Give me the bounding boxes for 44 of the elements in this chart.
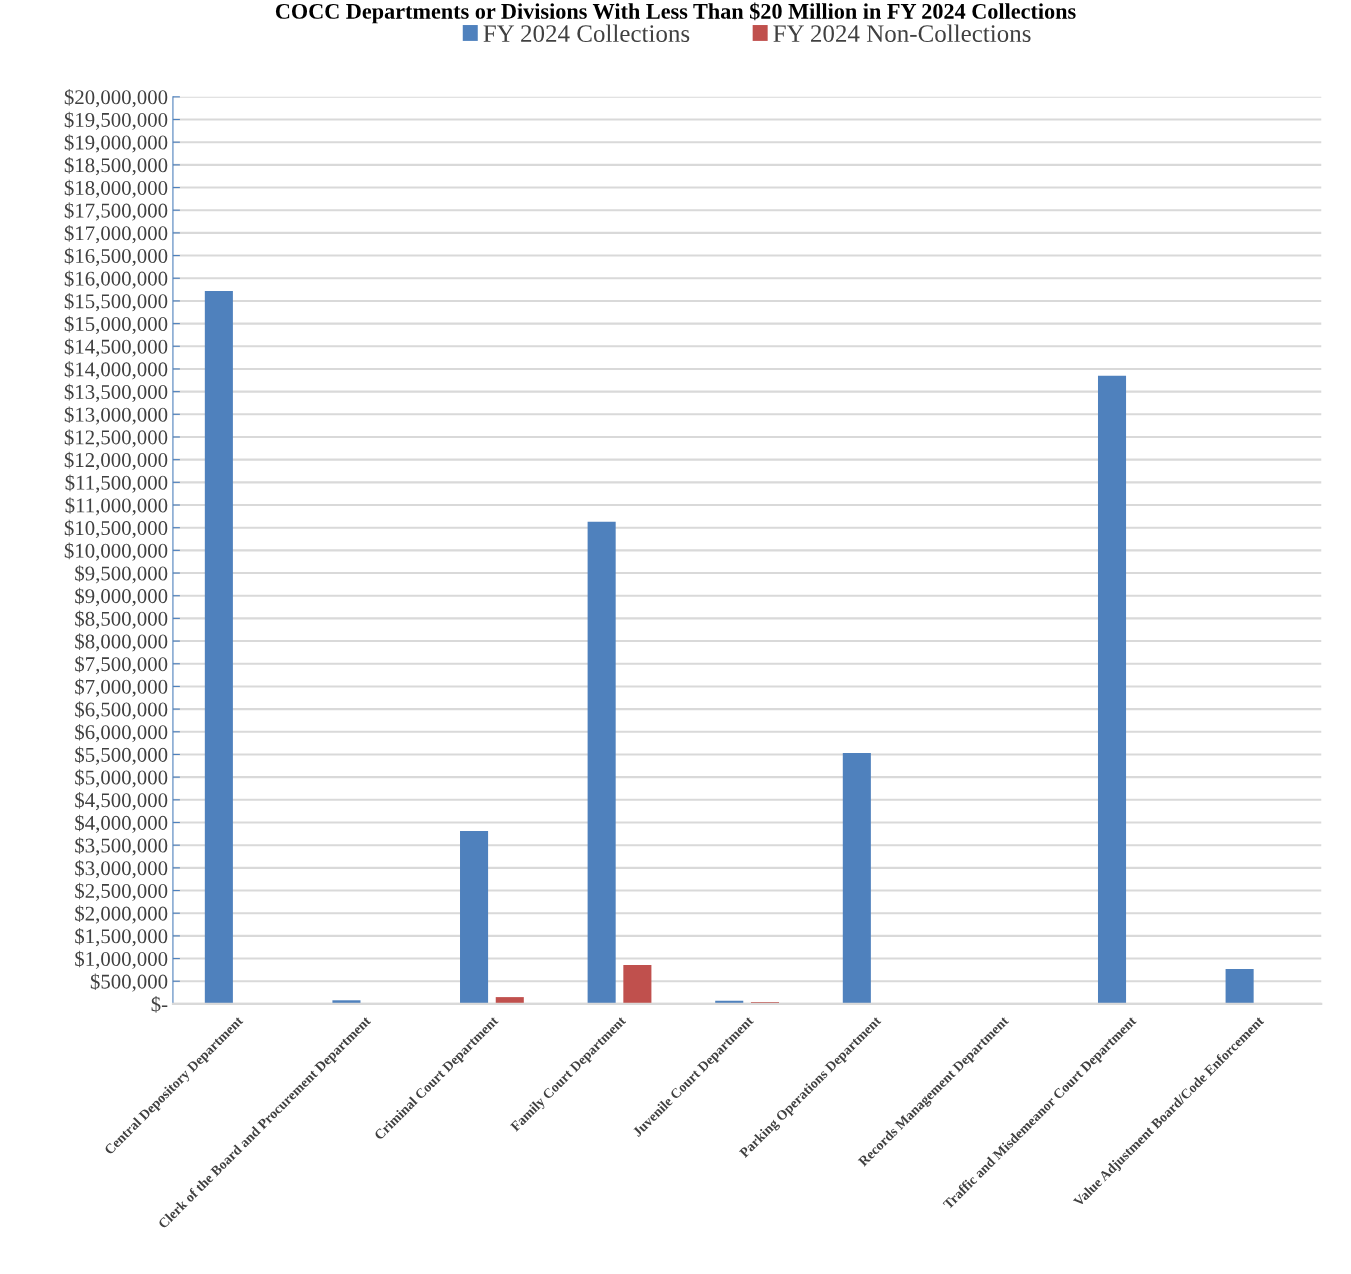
y-tick-label: $6,000,000 xyxy=(75,723,168,743)
y-tick-label: $4,000,000 xyxy=(75,814,168,833)
y-tick-label: $5,500,000 xyxy=(75,746,168,765)
y-tick-label: $8,000,000 xyxy=(75,633,168,652)
y-tick-label: $7,000,000 xyxy=(75,678,168,697)
y-tick-label: $20,000,000 xyxy=(64,88,168,108)
y-tick-label: $14,000,000 xyxy=(64,361,168,380)
y-tick-label: $14,500,000 xyxy=(64,338,168,357)
y-tick-label: $10,500,000 xyxy=(64,519,168,539)
y-tick-label: $19,500,000 xyxy=(64,111,168,130)
y-tick-label: $18,500,000 xyxy=(64,157,168,176)
y-tick-label: $16,500,000 xyxy=(64,247,168,266)
y-tick-label: $7,500,000 xyxy=(75,655,168,675)
y-tick-label: $15,500,000 xyxy=(64,293,168,312)
legend-label: FY 2024 Non-Collections xyxy=(773,24,1031,43)
legend-label: FY 2024 Collections xyxy=(483,24,690,43)
y-tick-label: $5,000,000 xyxy=(75,769,168,788)
y-tick-label: $1,000,000 xyxy=(75,950,168,969)
y-tick-label: $500,000 xyxy=(90,973,168,992)
y-tick-label: $12,000,000 xyxy=(64,451,168,471)
y-tick-label: $1,500,000 xyxy=(75,928,168,947)
y-tick-label: $4,500,000 xyxy=(75,791,168,811)
y-tick-label: $13,000,000 xyxy=(64,406,168,425)
y-tick-label: $13,500,000 xyxy=(64,383,168,403)
chart-title: COCC Departments or Divisions With Less Than $20 Million in FY 2024 Collections xyxy=(275,2,1076,24)
y-tick-label: $3,000,000 xyxy=(75,859,168,879)
y-tick-label: $6,500,000 xyxy=(75,701,168,720)
y-tick-label: $2,500,000 xyxy=(75,882,168,901)
y-tick-label: $17,000,000 xyxy=(64,225,168,244)
y-tick-label: $9,000,000 xyxy=(75,587,168,607)
y-tick-label: $16,000,000 xyxy=(64,270,168,289)
y-tick-label: $3,500,000 xyxy=(75,837,168,856)
y-tick-label: $2,000,000 xyxy=(75,905,168,924)
y-tick-label: $11,500,000 xyxy=(65,474,168,493)
y-tick-label: $- xyxy=(151,996,168,1013)
y-tick-label: $18,000,000 xyxy=(64,179,168,198)
y-tick-label: $17,500,000 xyxy=(64,202,168,221)
y-tick-label: $15,000,000 xyxy=(64,315,168,335)
y-tick-label: $12,500,000 xyxy=(64,429,168,448)
y-tick-label: $9,500,000 xyxy=(75,565,168,584)
y-tick-label: $19,000,000 xyxy=(64,134,168,153)
y-tick-label: $11,000,000 xyxy=(65,497,168,516)
y-tick-label: $8,500,000 xyxy=(75,610,168,629)
y-tick-label: $10,000,000 xyxy=(64,542,168,561)
